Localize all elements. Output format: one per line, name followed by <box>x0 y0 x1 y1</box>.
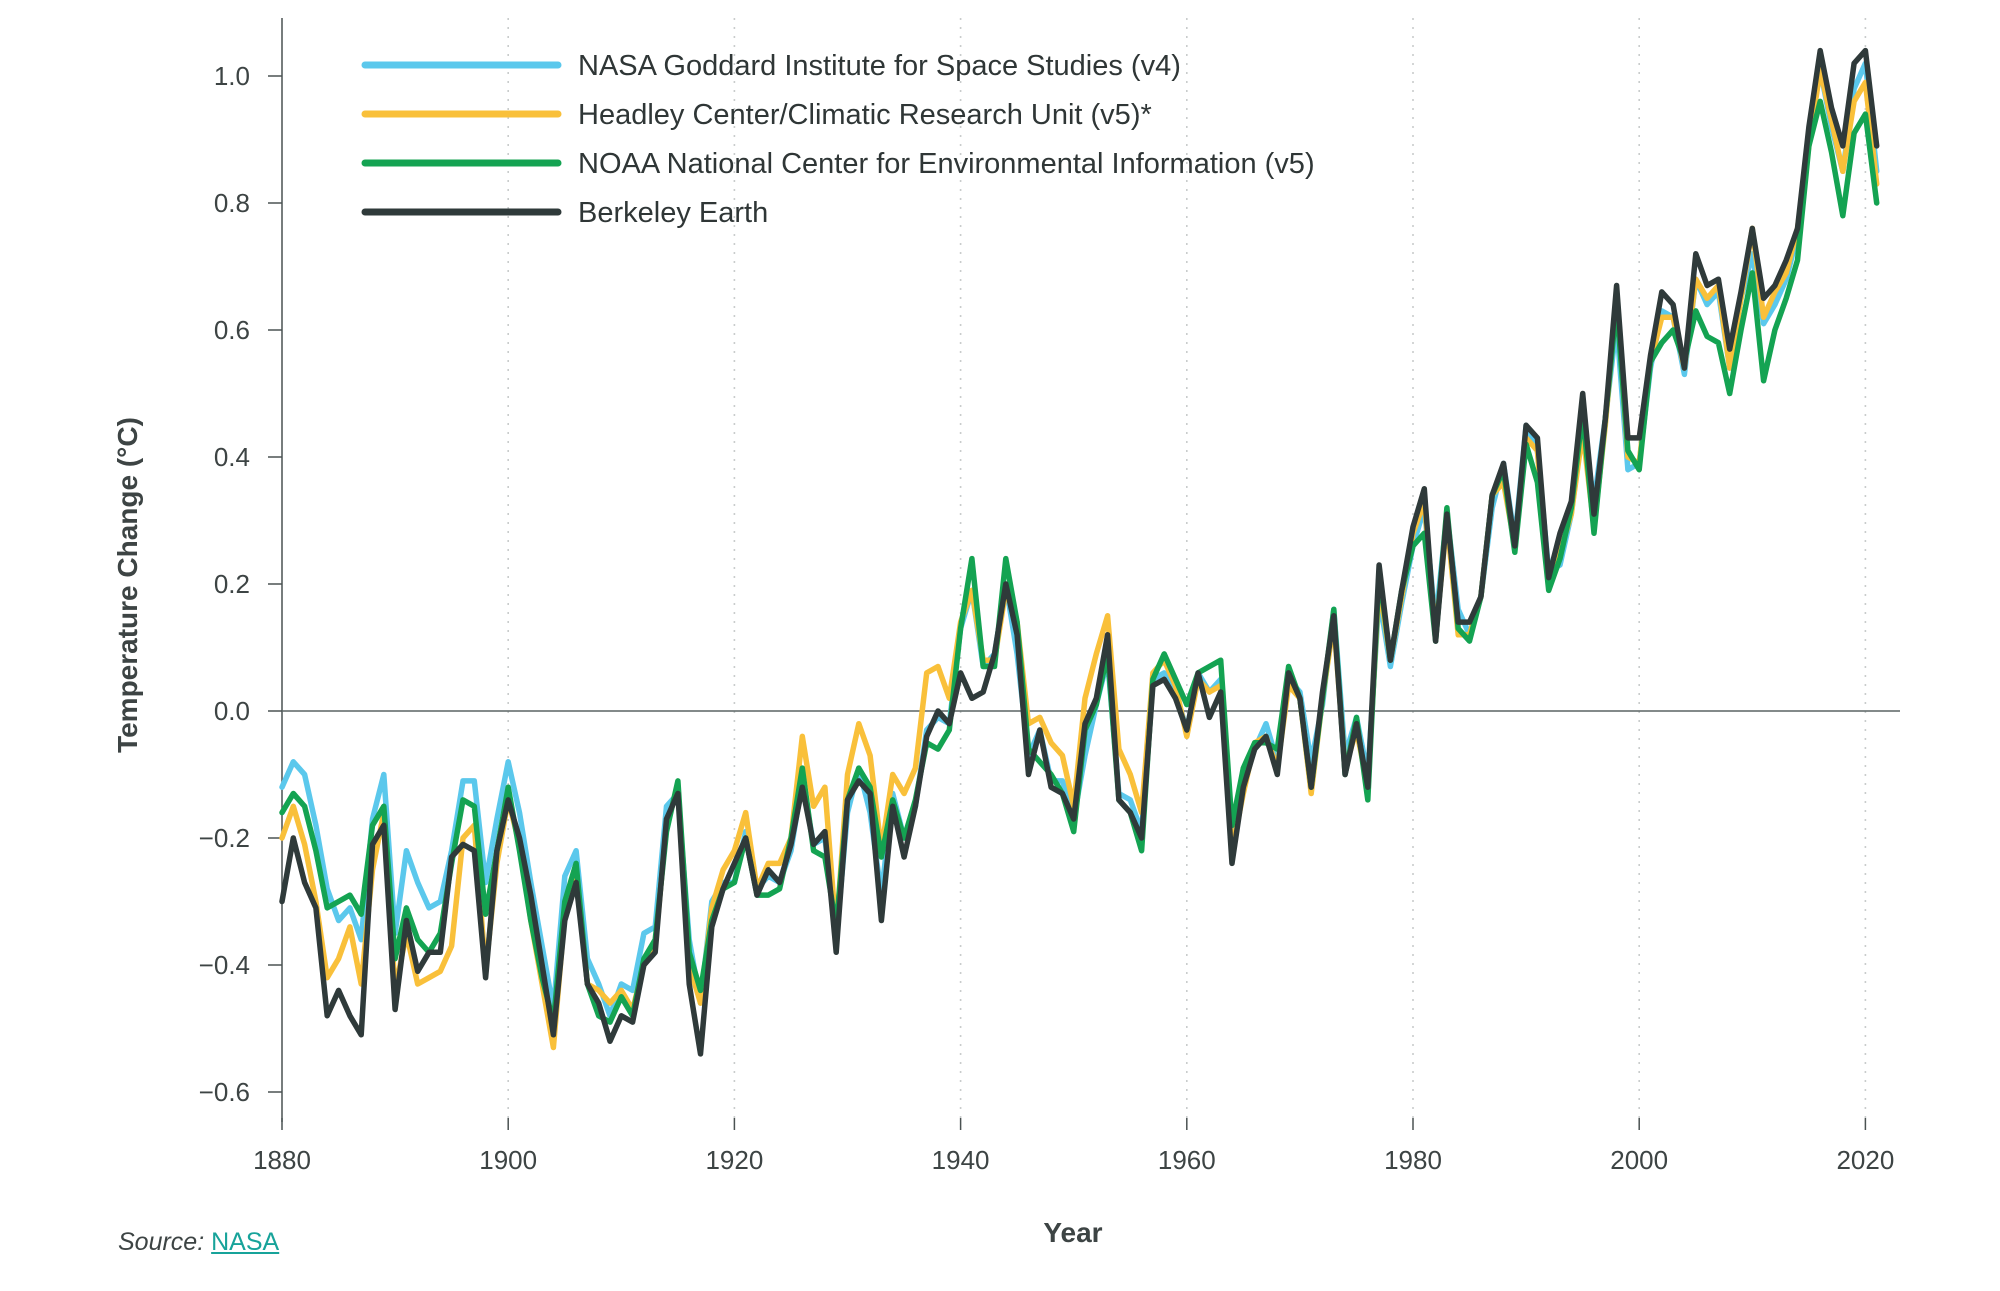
y-tick-label: 0.0 <box>214 696 250 726</box>
y-tick-label: 0.4 <box>214 442 250 472</box>
x-tick-label: 1960 <box>1158 1145 1216 1175</box>
source-link[interactable]: NASA <box>211 1228 280 1256</box>
legend-label-2: NOAA National Center for Environmental I… <box>578 148 1315 180</box>
x-tick-label: 2000 <box>1610 1145 1668 1175</box>
legend-label-3: Berkeley Earth <box>578 197 768 229</box>
grid-lines <box>507 18 1867 1118</box>
legend-label-1: Headley Center/Climatic Research Unit (v… <box>578 99 1152 131</box>
y-tick-label: −0.2 <box>199 823 250 853</box>
x-tick-label: 1880 <box>253 1145 311 1175</box>
y-tick-label: 0.6 <box>214 315 250 345</box>
y-tick-label: 1.0 <box>214 61 250 91</box>
x-tick-label: 1920 <box>705 1145 763 1175</box>
series-line-2 <box>279 98 1880 1025</box>
x-axis-title: Year <box>1043 1217 1102 1248</box>
axes <box>268 18 1900 1130</box>
y-tick-label: −0.4 <box>199 950 250 980</box>
y-tick-label: −0.6 <box>199 1077 250 1107</box>
x-tick-labels: 1880 1900 1920 1940 1960 1980 2000 2020 <box>253 1145 1894 1175</box>
source-note: Source: NASA <box>118 1228 279 1257</box>
legend-label-0: NASA Goddard Institute for Space Studies… <box>578 50 1181 82</box>
series-lines <box>279 47 1880 1057</box>
y-tick-label: 0.8 <box>214 188 250 218</box>
y-axis-title: Temperature Change (°C) <box>112 417 143 753</box>
y-tick-label: 0.2 <box>214 569 250 599</box>
x-tick-label: 1980 <box>1384 1145 1442 1175</box>
series-line-3 <box>279 47 1880 1057</box>
x-tick-label: 1900 <box>479 1145 537 1175</box>
source-prefix: Source: <box>118 1228 205 1256</box>
series-line-1 <box>279 66 1880 1051</box>
x-tick-label: 2020 <box>1836 1145 1894 1175</box>
legend: NASA Goddard Institute for Space Studies… <box>361 50 1315 229</box>
x-tick-label: 1940 <box>932 1145 990 1175</box>
y-tick-labels: −0.6 −0.4 −0.2 0.0 0.2 0.4 0.6 0.8 1.0 <box>199 61 250 1107</box>
